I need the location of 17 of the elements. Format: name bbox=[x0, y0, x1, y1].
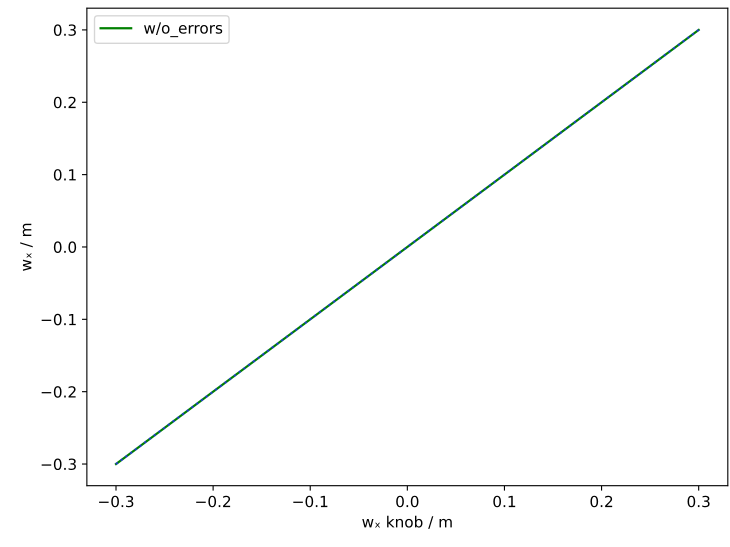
y-tick-label: 0.2 bbox=[54, 96, 76, 108]
y-tick-label: 0.0 bbox=[54, 241, 76, 253]
y-tick-label: 0.1 bbox=[54, 169, 76, 181]
x-tick-label: −0.1 bbox=[293, 496, 328, 508]
x-tick-label: 0.3 bbox=[688, 496, 710, 508]
x-axis-title: wₓ knob / m bbox=[362, 516, 452, 529]
legend-label: w/o_errors bbox=[144, 22, 222, 38]
x-tick-label: 0.1 bbox=[493, 496, 516, 508]
x-tick-label: −0.3 bbox=[99, 496, 134, 508]
y-tick-label: −0.1 bbox=[42, 314, 76, 326]
x-tick-label: −0.2 bbox=[196, 496, 230, 508]
x-tick-label: 0.2 bbox=[590, 496, 612, 508]
y-tick-label: 0.3 bbox=[54, 24, 76, 36]
x-tick-label: 0.0 bbox=[396, 496, 418, 508]
y-tick-label: −0.3 bbox=[42, 458, 76, 470]
y-tick-label: −0.2 bbox=[42, 386, 76, 398]
y-axis-title: wₓ / m bbox=[20, 224, 33, 271]
